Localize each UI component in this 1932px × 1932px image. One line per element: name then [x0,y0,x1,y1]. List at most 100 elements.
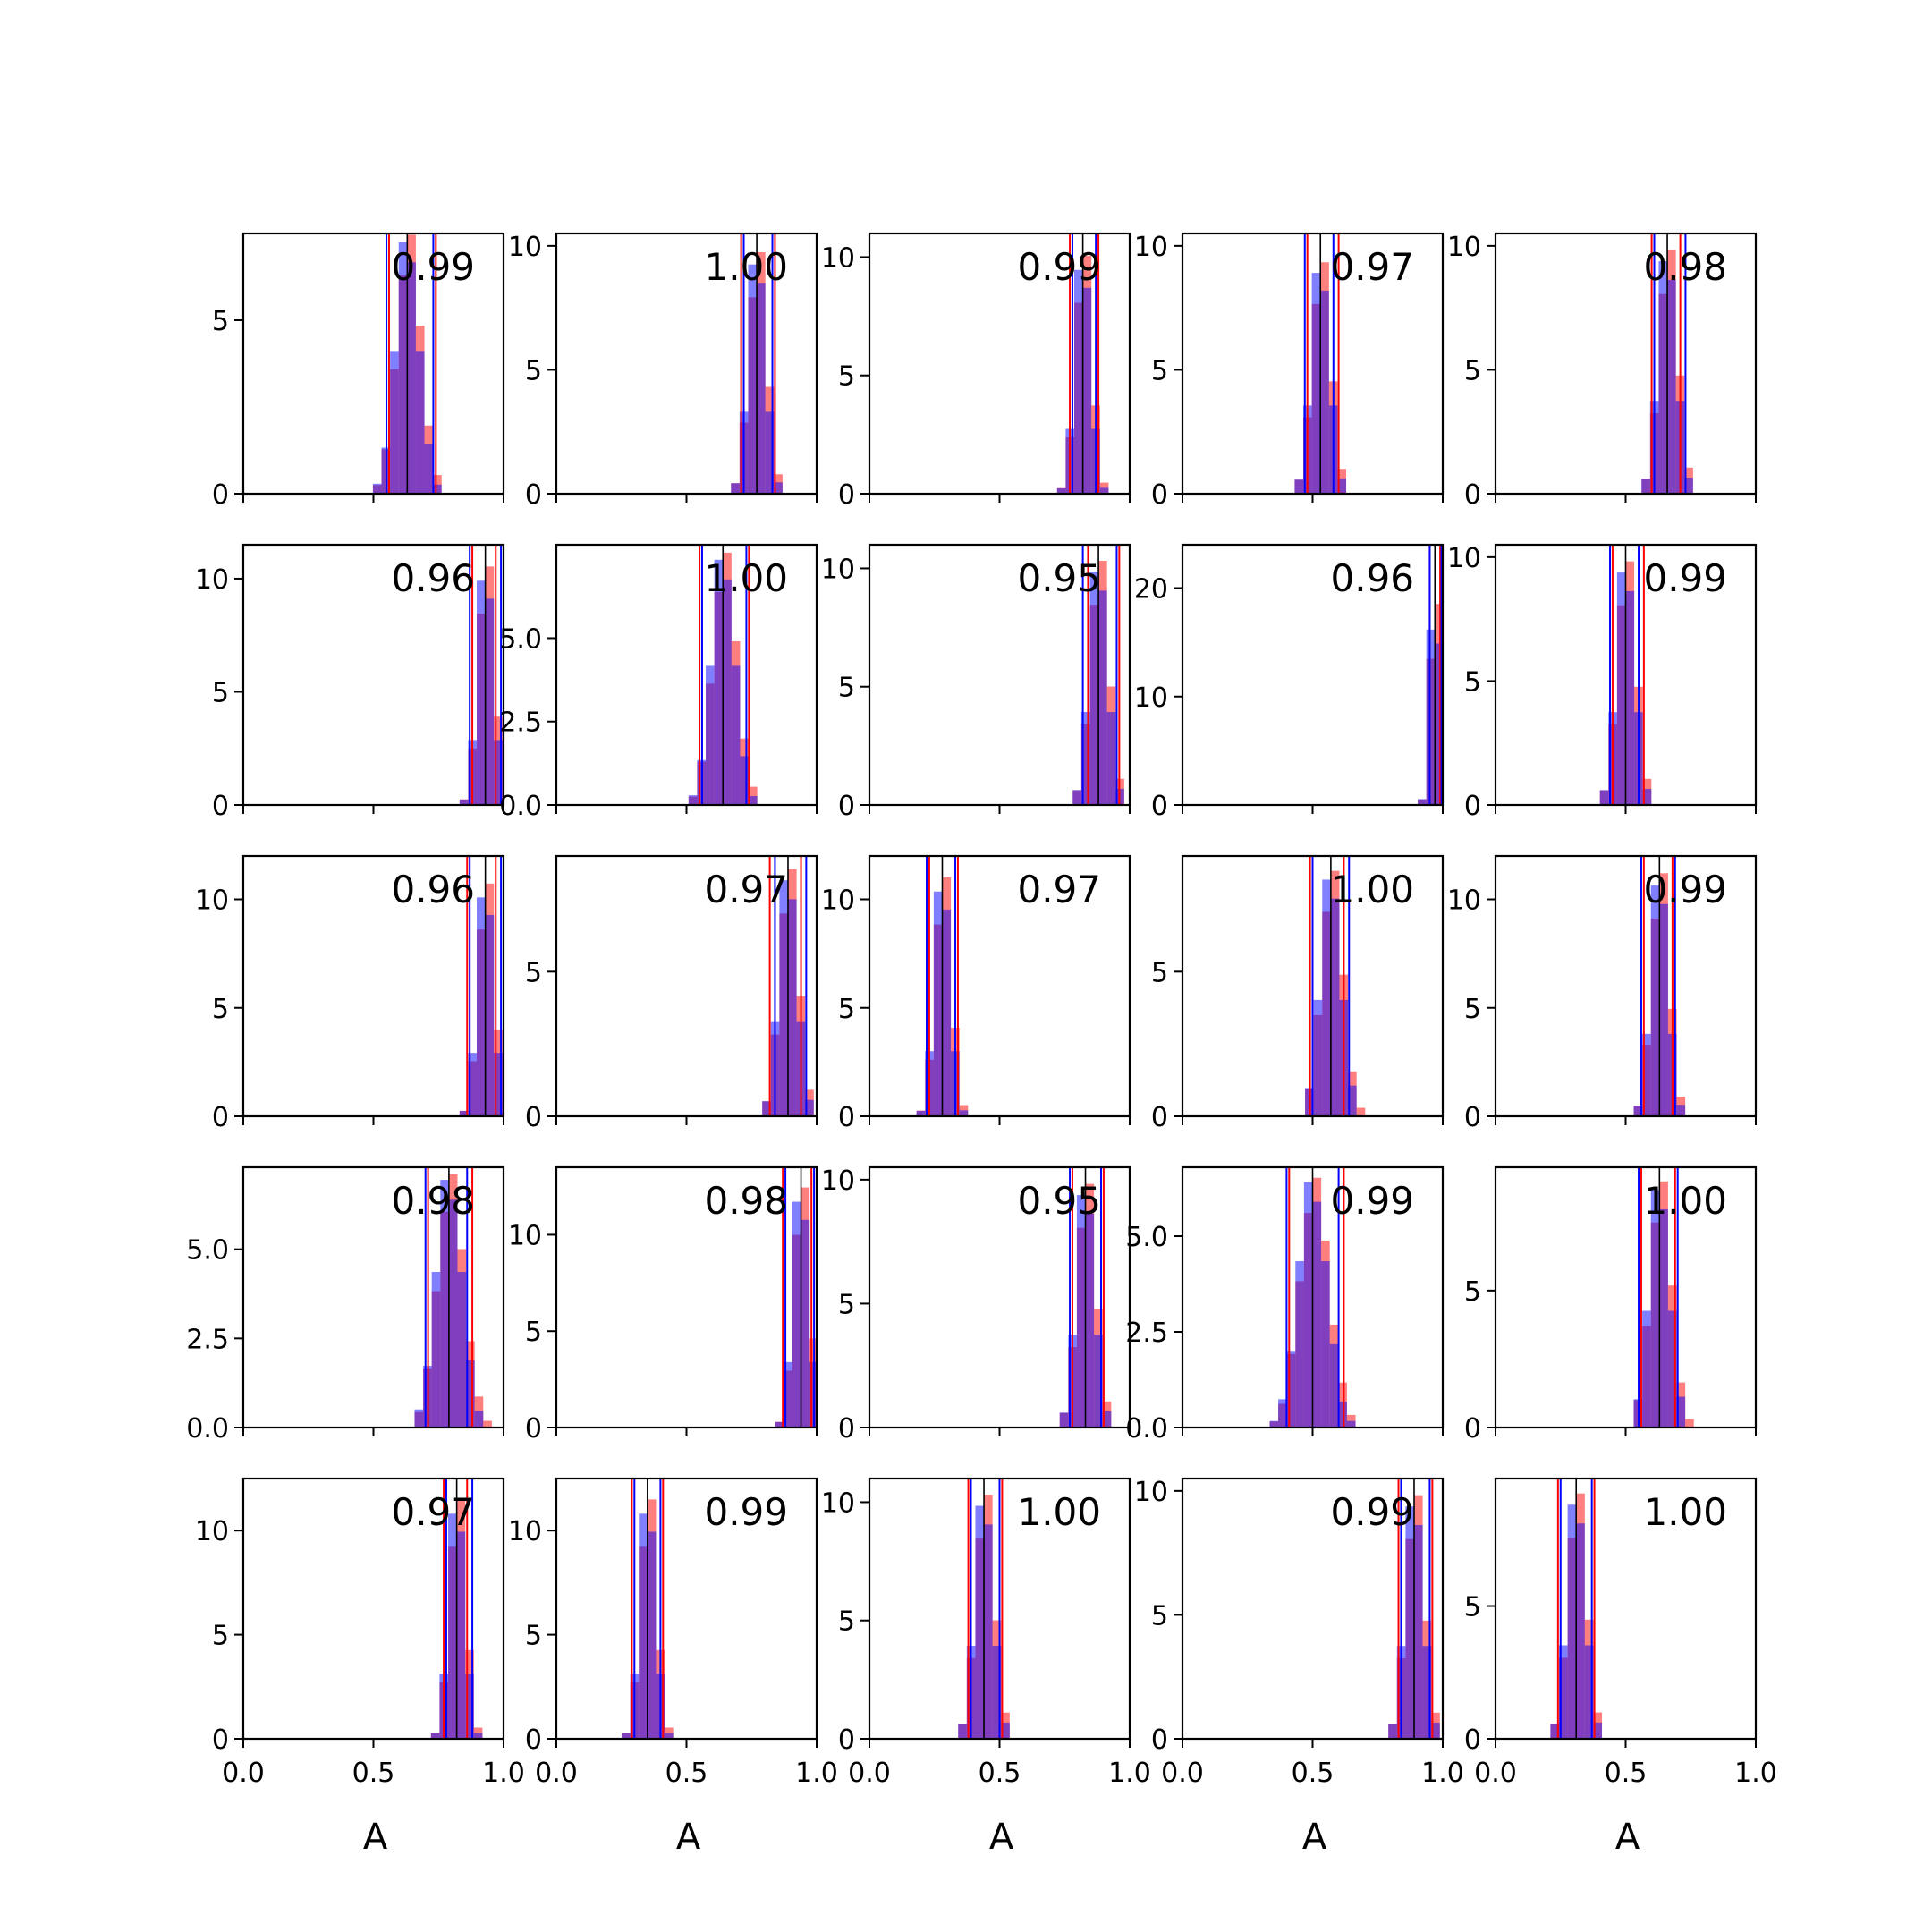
y-tick-label: 0 [1151,479,1168,511]
hist-bar-blue [762,1101,771,1116]
panel-25: 0 5 0.0 0.5 1.0 1.00 A [1464,1477,1777,1858]
hist-bar-blue [1311,273,1321,494]
hist-bar-blue [473,1733,483,1739]
panel-10: 0 5 10 0.99 [1447,543,1758,822]
panel-15: 0 5 10 0.99 [1447,854,1758,1133]
hist-bar-blue [1278,1399,1287,1428]
y-tick-label: 0 [1464,791,1481,822]
hist-bar-blue [757,283,766,494]
hist-bar-blue [1650,1190,1660,1428]
hist-bar-blue [933,891,943,1116]
hist-bar-blue [765,411,775,494]
y-tick-label: 5.0 [1125,1222,1168,1253]
hist-bar-blue [1295,1261,1304,1428]
hist-bar-blue [748,264,758,494]
y-tick-label: 10 [821,1165,855,1197]
hist-bar-blue [775,1421,784,1428]
x-tick-label: 0.5 [665,1758,708,1789]
y-tick-label: 5 [1464,1592,1481,1623]
hist-bar-blue [1321,1261,1330,1428]
x-axis-label: A [363,1817,388,1858]
hist-bar-blue [398,242,408,494]
y-tick-label: 0 [1464,1102,1481,1133]
hist-bar-blue [1567,1504,1577,1739]
panel-annotation: 0.96 [391,556,475,600]
hist-bar-blue [1320,290,1329,494]
hist-bar-blue [1422,1646,1432,1739]
hist-bar-blue [1329,1343,1339,1428]
y-tick-label: 0 [525,479,542,511]
panel-14: 051.00 [1151,854,1445,1133]
panel-12: 050.97 [525,854,818,1133]
panel-annotation: 0.97 [1017,868,1101,911]
hist-bar-blue [622,1733,631,1739]
x-tick-label: 0.5 [1605,1758,1648,1789]
hist-bar-blue [714,559,724,805]
y-tick-label: 0 [1151,1724,1168,1756]
hist-bar-blue [459,1111,469,1116]
y-tick-label: 10 [508,232,542,263]
y-tick-label: 0.0 [186,1413,229,1445]
hist-bar-blue [916,1110,926,1116]
y-tick-label: 0 [1464,1413,1481,1445]
hist-bar-blue [1676,1396,1686,1428]
hist-bar-blue [779,880,788,1116]
panel-3: 0 5 10 0.99 [821,232,1131,511]
hist-bar-blue [1348,1085,1357,1116]
y-tick-label: 0 [212,1102,229,1133]
hist-bar-blue [706,665,715,805]
hist-bar-red [483,1420,492,1428]
y-tick-label: 10 [1134,682,1168,714]
panel-annotation: 0.99 [391,245,475,289]
y-tick-label: 5 [838,994,855,1025]
x-tick-label: 0.0 [222,1758,265,1789]
panel-annotation: 0.99 [1330,1490,1414,1534]
y-tick-label: 5 [525,1317,542,1348]
y-tick-label: 10 [821,242,855,274]
x-tick-label: 1.0 [1108,1758,1151,1789]
x-tick-label: 0.0 [1474,1758,1517,1789]
hist-bar-blue [784,1361,792,1428]
y-tick-label: 5 [212,677,229,708]
hist-bar-blue [1330,898,1340,1116]
y-tick-label: 10 [195,564,229,596]
hist-bar-blue [1593,1722,1603,1739]
hist-bar-blue [1269,1420,1279,1428]
x-axis-label: A [1302,1817,1327,1858]
x-tick-label: 0.5 [352,1758,395,1789]
hist-bar-blue [731,665,741,805]
x-tick-label: 0.0 [848,1758,891,1789]
y-tick-label: 0.0 [499,791,542,822]
hist-bar-blue [639,1513,648,1739]
panel-annotation: 1.00 [1330,868,1414,911]
hist-bar-blue [942,909,952,1116]
panel-annotation: 0.97 [704,868,788,911]
hist-bar-blue [1633,1106,1643,1116]
hist-bar-blue [485,598,495,805]
hist-bar-blue [1413,1524,1423,1739]
hist-bar-blue [1435,643,1443,805]
hist-bar-blue [731,483,740,494]
panel-annotation: 1.00 [1643,1179,1727,1223]
y-tick-label: 10 [195,1516,229,1547]
x-tick-label: 1.0 [482,1758,525,1789]
y-tick-label: 0 [525,1102,542,1133]
y-tick-label: 5 [1464,1276,1481,1308]
hist-bar-blue [1094,1335,1103,1428]
hist-bar-blue [1642,1310,1651,1428]
hist-bar-blue [468,1053,478,1116]
hist-bar-blue [1106,711,1116,805]
y-tick-label: 5 [1464,666,1481,698]
hist-bar-blue [372,483,382,494]
hist-bar-blue [1076,1195,1086,1428]
y-tick-label: 5 [1151,355,1168,386]
y-tick-label: 10 [821,1487,855,1519]
hist-bar-blue [1616,572,1626,805]
panel-6: 0 5 10 0.96 [195,543,505,822]
panel-20: 051.00 [1464,1165,1758,1445]
hist-bar-blue [415,351,425,494]
hist-bar-blue [740,756,750,805]
hist-bar-blue [1576,1523,1585,1739]
y-tick-label: 5 [212,994,229,1025]
hist-bar-blue [430,1733,440,1739]
